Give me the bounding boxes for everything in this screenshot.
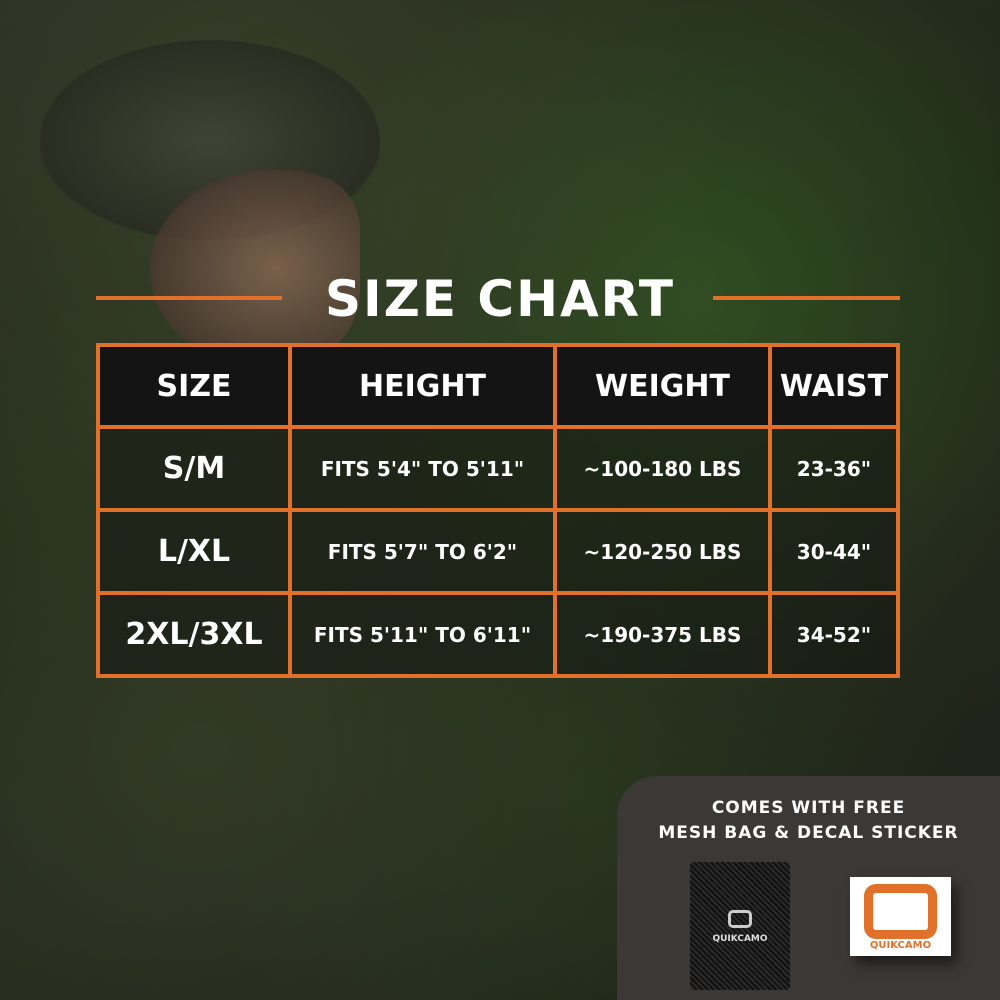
table-row: 2XL/3XL FITS 5'11" TO 6'11" ~190-375 LBS… (96, 591, 900, 678)
table-row: L/XL FITS 5'7" TO 6'2" ~120-250 LBS 30-4… (96, 508, 900, 595)
background-hunter (150, 170, 360, 370)
mesh-bag-image: QUIKCAMO (690, 862, 790, 990)
header-size: SIZE (96, 343, 292, 429)
decal-sticker-image: QUIKCAMO (850, 877, 951, 956)
cell-weight: ~190-375 LBS (553, 591, 772, 678)
cell-weight: ~100-180 LBS (553, 425, 772, 512)
cell-height: FITS 5'4" TO 5'11" (288, 425, 557, 512)
sticker-brand-label: QUIKCAMO (869, 940, 932, 951)
cell-waist: 23-36" (768, 425, 900, 512)
header-waist: WAIST (768, 343, 900, 429)
promo-line-2: MESH BAG & DECAL STICKER (658, 823, 959, 843)
table-header-row: SIZE HEIGHT WEIGHT WAIST (96, 343, 900, 429)
cell-height: FITS 5'11" TO 6'11" (288, 591, 557, 678)
table-row: S/M FITS 5'4" TO 5'11" ~100-180 LBS 23-3… (96, 425, 900, 512)
cell-height: FITS 5'7" TO 6'2" (288, 508, 557, 595)
promo-line-1: COMES WITH FREE (711, 798, 906, 818)
cell-size: 2XL/3XL (96, 591, 292, 678)
cell-size: L/XL (96, 508, 292, 595)
header-weight: WEIGHT (553, 343, 772, 429)
cell-waist: 30-44" (768, 508, 900, 595)
brand-logo-icon (728, 910, 752, 928)
cell-waist: 34-52" (768, 591, 900, 678)
cell-size: S/M (96, 425, 292, 512)
title-rule-left (96, 296, 282, 300)
promo-text: COMES WITH FREE MESH BAG & DECAL STICKER (617, 796, 1000, 846)
bag-brand-label: QUIKCAMO (712, 934, 768, 944)
brand-logo-icon (864, 884, 937, 939)
size-chart-table: SIZE HEIGHT WEIGHT WAIST S/M FITS 5'4" T… (96, 343, 900, 678)
header-height: HEIGHT (288, 343, 557, 429)
title-rule-right (713, 296, 900, 300)
page-title: SIZE CHART (324, 270, 676, 328)
cell-weight: ~120-250 LBS (553, 508, 772, 595)
